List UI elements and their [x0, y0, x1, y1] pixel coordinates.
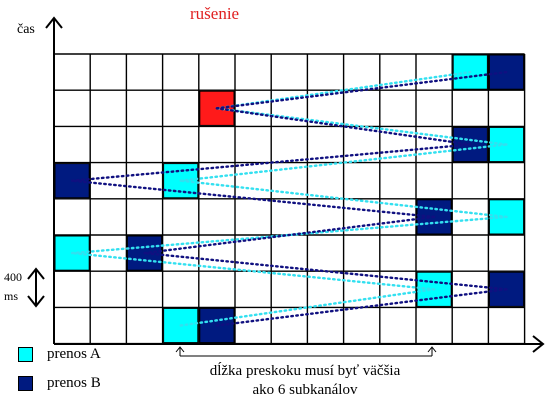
hop-line-a	[179, 288, 436, 327]
slot-duration-value: 400	[4, 270, 22, 284]
hop-line-a	[70, 251, 436, 291]
slot-duration-arrow-icon	[27, 267, 45, 308]
slot-duration-unit: ms	[4, 289, 19, 303]
legend-item-a: prenos A	[18, 344, 101, 364]
hop-note-line-2: ako 6 subkanálov	[252, 382, 358, 398]
hop-line-a	[215, 107, 508, 146]
hop-note-line-1: dĺžka preskoku musí byť väčšia	[209, 363, 401, 379]
hop-line-b	[143, 251, 508, 291]
time-axis-label: čas	[17, 22, 35, 37]
disturbance-label: rušenie	[190, 4, 240, 23]
y-axis-arrow-icon	[45, 16, 63, 29]
hop-line-b	[215, 288, 508, 327]
hop-lines	[70, 70, 508, 327]
hop-line-a	[179, 143, 508, 182]
hop-line-a	[215, 70, 472, 110]
hop-line-b	[215, 107, 472, 146]
legend-label-b: prenos B	[47, 374, 101, 391]
hop-length-note: dĺžka preskoku musí byť väčšia ako 6 sub…	[150, 362, 460, 400]
hop-line-b	[215, 70, 508, 110]
legend-label-a: prenos A	[47, 345, 101, 362]
legend-swatch-a	[18, 346, 33, 362]
hop-length-bracket	[175, 346, 437, 357]
hop-line-a	[70, 215, 508, 255]
hop-line-b	[70, 179, 436, 219]
grid	[53, 53, 526, 345]
legend-item-b: prenos B	[18, 373, 101, 393]
x-axis-arrow-icon	[532, 335, 545, 353]
axes	[45, 16, 545, 353]
hop-line-a	[179, 179, 508, 219]
hop-line-b	[143, 215, 436, 255]
legend-swatch-b	[18, 375, 33, 391]
hop-line-b	[70, 143, 472, 182]
